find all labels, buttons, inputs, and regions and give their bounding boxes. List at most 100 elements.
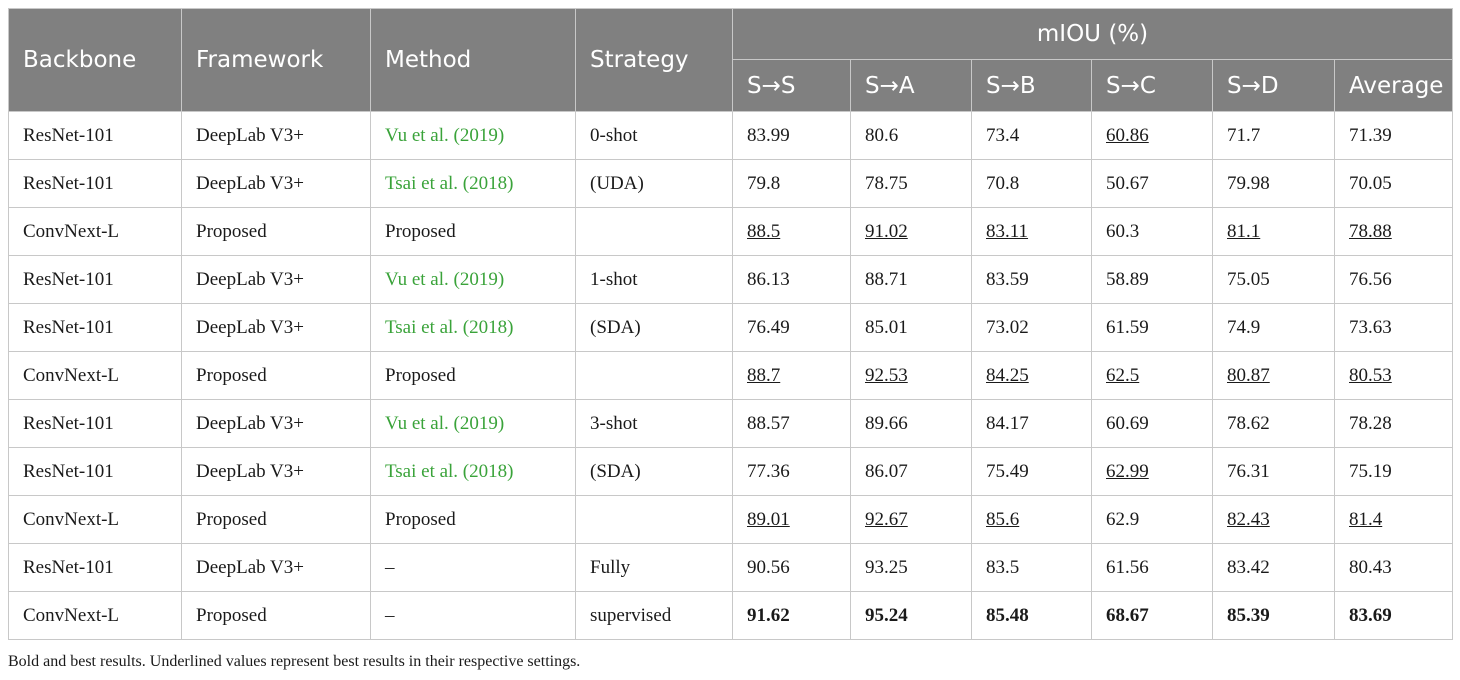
- cell-miou-value: 85.48: [971, 591, 1092, 640]
- cell-miou-value: 78.75: [850, 159, 972, 208]
- table-header: Backbone Framework Method Strategy mIOU …: [8, 8, 1454, 112]
- header-backbone: Backbone: [8, 8, 182, 112]
- cell-backbone: ResNet-101: [8, 111, 182, 160]
- cell-miou-value: 80.43: [1333, 543, 1454, 592]
- cell-method: Proposed: [370, 207, 576, 256]
- cell-miou-value: 77.36: [732, 447, 851, 496]
- cell-miou-value: 60.3: [1091, 207, 1213, 256]
- cell-backbone: ResNet-101: [8, 543, 182, 592]
- cell-miou-value: 68.67: [1091, 591, 1213, 640]
- cell-miou-value: 83.11: [971, 207, 1092, 256]
- cell-backbone: ConvNext-L: [8, 591, 182, 640]
- cell-miou-value: 71.39: [1333, 111, 1454, 160]
- cell-framework: DeepLab V3+: [181, 159, 371, 208]
- cell-miou-value: 89.66: [850, 399, 972, 448]
- cell-strategy: (SDA): [575, 447, 733, 496]
- cell-miou-value: 83.69: [1333, 591, 1454, 640]
- cell-strategy: Fully: [575, 543, 733, 592]
- cell-method[interactable]: Vu et al. (2019): [370, 111, 576, 160]
- cell-miou-value: 62.5: [1091, 351, 1213, 400]
- cell-method: –: [370, 543, 576, 592]
- table-row: ConvNext-L Proposed – supervised 91.62 95.24 8…: [8, 591, 1454, 640]
- cell-miou-value: 80.53: [1333, 351, 1454, 400]
- header-strategy: Strategy: [575, 8, 733, 112]
- cell-miou-value: 71.7: [1212, 111, 1335, 160]
- table-row: ResNet-101 DeepLab V3+ Tsai et al. (2018)(…: [8, 159, 1454, 208]
- cell-backbone: ConvNext-L: [8, 351, 182, 400]
- cell-miou-value: 70.8: [971, 159, 1092, 208]
- cell-miou-value: 92.53: [850, 351, 972, 400]
- cell-miou-value: 85.39: [1212, 591, 1335, 640]
- cell-miou-value: 80.87: [1212, 351, 1335, 400]
- cell-miou-value: 78.88: [1333, 207, 1454, 256]
- cell-miou-value: 93.25: [850, 543, 972, 592]
- table-row: ResNet-101 DeepLab V3+ Vu et al. (2019) 3-s…: [8, 399, 1454, 448]
- cell-miou-value: 90.56: [732, 543, 851, 592]
- cell-miou-value: 74.9: [1212, 303, 1335, 352]
- cell-miou-value: 86.13: [732, 255, 851, 304]
- cell-miou-value: 85.01: [850, 303, 972, 352]
- cell-strategy: supervised: [575, 591, 733, 640]
- cell-miou-value: 83.42: [1212, 543, 1335, 592]
- cell-framework: DeepLab V3+: [181, 111, 371, 160]
- cell-miou-value: 91.02: [850, 207, 972, 256]
- cell-miou-value: 76.49: [732, 303, 851, 352]
- cell-miou-value: 75.49: [971, 447, 1092, 496]
- cell-miou-value: 78.62: [1212, 399, 1335, 448]
- cell-strategy: 3-shot: [575, 399, 733, 448]
- results-table: Backbone Framework Method Strategy mIOU …: [8, 8, 1454, 640]
- cell-strategy: 1-shot: [575, 255, 733, 304]
- cell-miou-value: 95.24: [850, 591, 972, 640]
- cell-miou-value: 88.7: [732, 351, 851, 400]
- cell-miou-value: 73.4: [971, 111, 1092, 160]
- cell-miou-value: 62.99: [1091, 447, 1213, 496]
- results-table-container: Backbone Framework Method Strategy mIOU …: [8, 8, 1454, 640]
- cell-strategy: 0-shot: [575, 111, 733, 160]
- table-row: ConvNext-L Proposed Proposed 89.01 92.67 85.6…: [8, 495, 1454, 544]
- header-miou-group: mIOU (%): [731, 8, 1454, 60]
- cell-miou-value: 89.01: [732, 495, 851, 544]
- cell-framework: DeepLab V3+: [181, 303, 371, 352]
- table-row: ResNet-101 DeepLab V3+ Tsai et al. (2018)(…: [8, 447, 1454, 496]
- table-row: ResNet-101 DeepLab V3+ Vu et al. (2019) 1-s…: [8, 255, 1454, 304]
- cell-miou-value: 81.4: [1333, 495, 1454, 544]
- cell-method[interactable]: Vu et al. (2019): [370, 255, 576, 304]
- cell-backbone: ResNet-101: [8, 303, 182, 352]
- cell-miou-value: 88.5: [732, 207, 851, 256]
- cell-miou-value: 83.5: [971, 543, 1092, 592]
- cell-framework: DeepLab V3+: [181, 255, 371, 304]
- cell-miou-value: 92.67: [850, 495, 972, 544]
- table-body: ResNet-101 DeepLab V3+ Vu et al. (2019) 0-s…: [8, 111, 1454, 640]
- cell-miou-value: 73.02: [971, 303, 1092, 352]
- cell-miou-value: 78.28: [1333, 399, 1454, 448]
- cell-method[interactable]: Tsai et al. (2018): [370, 303, 576, 352]
- cell-miou-value: 83.99: [732, 111, 851, 160]
- header-s-to-c: S→C: [1091, 59, 1213, 112]
- cell-miou-value: 83.59: [971, 255, 1092, 304]
- cell-method: –: [370, 591, 576, 640]
- cell-framework: DeepLab V3+: [181, 543, 371, 592]
- table-row: ConvNext-L Proposed Proposed 88.7 92.53 84.25…: [8, 351, 1454, 400]
- cell-miou-value: 84.17: [971, 399, 1092, 448]
- cell-miou-value: 50.67: [1091, 159, 1213, 208]
- header-average: Average: [1333, 59, 1454, 112]
- cell-backbone: ConvNext-L: [8, 207, 182, 256]
- table-footnote: Bold and best results. Underlined values…: [8, 653, 581, 670]
- cell-miou-value: 70.05: [1333, 159, 1454, 208]
- header-method: Method: [370, 8, 576, 112]
- cell-framework: DeepLab V3+: [181, 399, 371, 448]
- cell-backbone: ResNet-101: [8, 159, 182, 208]
- table-row: ConvNext-L Proposed Proposed 88.5 91.02 83.11…: [8, 207, 1454, 256]
- cell-miou-value: 73.63: [1333, 303, 1454, 352]
- cell-method[interactable]: Tsai et al. (2018): [370, 447, 576, 496]
- cell-method[interactable]: Vu et al. (2019): [370, 399, 576, 448]
- header-framework: Framework: [181, 8, 371, 112]
- table-row: ResNet-101 DeepLab V3+ Tsai et al. (2018)(…: [8, 303, 1454, 352]
- cell-method[interactable]: Tsai et al. (2018): [370, 159, 576, 208]
- cell-miou-value: 60.69: [1091, 399, 1213, 448]
- cell-miou-value: 82.43: [1212, 495, 1335, 544]
- cell-backbone: ConvNext-L: [8, 495, 182, 544]
- cell-framework: Proposed: [181, 591, 371, 640]
- cell-miou-value: 79.8: [732, 159, 851, 208]
- cell-method: Proposed: [370, 495, 576, 544]
